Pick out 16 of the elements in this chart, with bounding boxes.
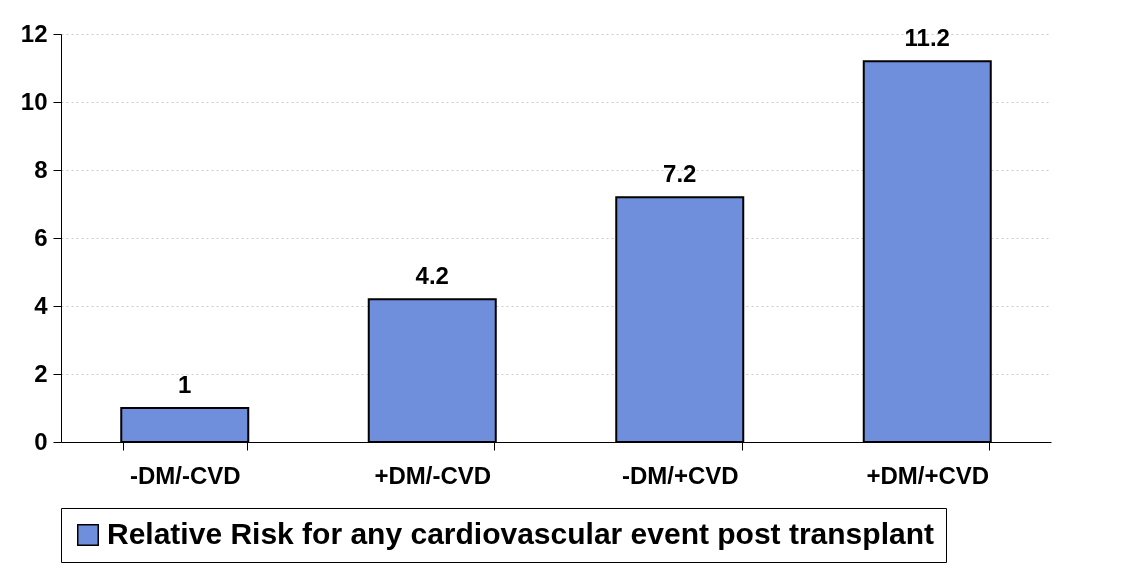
data-label: 7.2 bbox=[663, 160, 697, 188]
x-tick-label: -DM/-CVD bbox=[129, 461, 241, 489]
legend-label: Relative Risk for any cardiovascular event post transplant bbox=[107, 517, 934, 550]
y-tick-label: 6 bbox=[34, 223, 48, 251]
y-tick-label: 0 bbox=[34, 427, 48, 455]
y-tick-label: 12 bbox=[20, 19, 48, 47]
x-tick-label: +DM/+CVD bbox=[866, 461, 990, 489]
data-label: 1 bbox=[178, 371, 192, 398]
y-tick-label: 4 bbox=[34, 291, 49, 319]
x-tick-label: -DM/+CVD bbox=[621, 461, 739, 489]
y-tick-label: 2 bbox=[34, 359, 48, 387]
data-label: 11.2 bbox=[904, 24, 950, 52]
y-tick-label: 8 bbox=[34, 155, 48, 183]
data-label: 4.2 bbox=[415, 262, 449, 290]
y-tick-label: 10 bbox=[20, 87, 48, 115]
x-tick-label: +DM/-CVD bbox=[374, 461, 492, 489]
